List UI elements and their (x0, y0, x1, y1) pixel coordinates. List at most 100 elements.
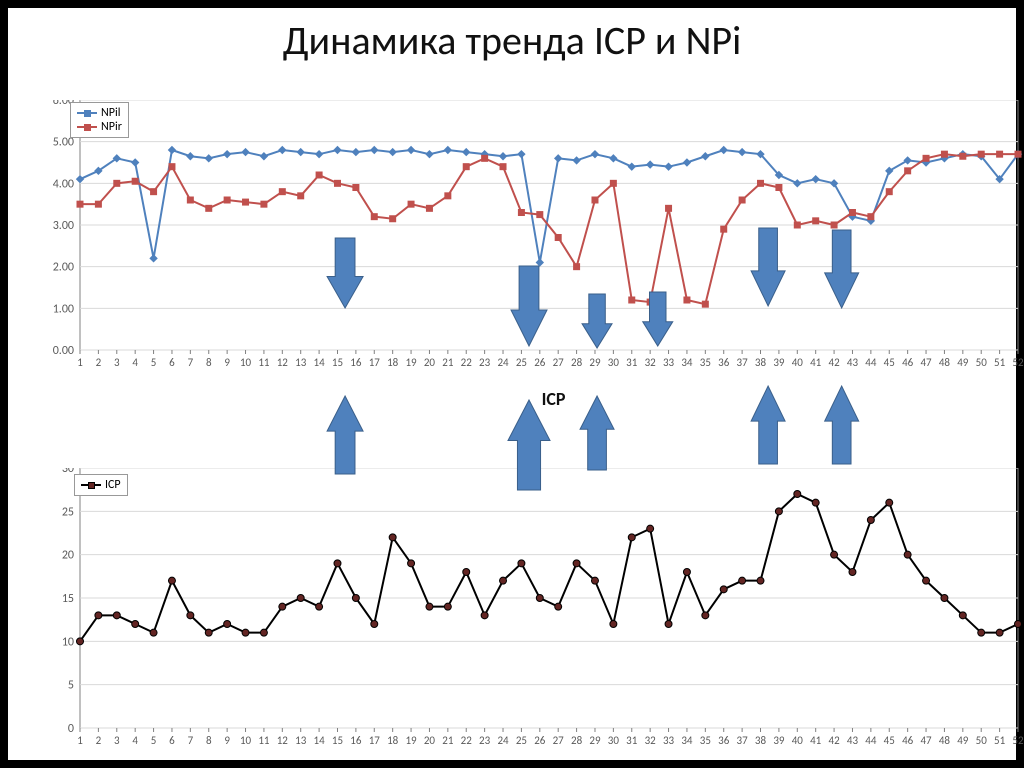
svg-text:3: 3 (114, 734, 120, 747)
svg-text:15: 15 (62, 592, 74, 606)
svg-text:11: 11 (258, 356, 270, 369)
legend-series-label: NPir (101, 120, 122, 134)
legend-series-label: NPil (101, 106, 120, 120)
svg-text:38: 38 (755, 734, 767, 747)
svg-text:36: 36 (718, 734, 730, 747)
svg-text:50: 50 (976, 734, 988, 747)
svg-text:18: 18 (387, 734, 399, 747)
svg-text:23: 23 (479, 356, 491, 369)
svg-text:30: 30 (62, 468, 74, 476)
svg-text:42: 42 (829, 734, 841, 747)
svg-text:13: 13 (295, 734, 307, 747)
svg-text:38: 38 (755, 356, 767, 369)
top-chart-svg: 0.001.002.003.004.005.006.00123456789101… (28, 100, 1024, 390)
svg-text:8: 8 (206, 734, 212, 747)
top-chart: 0.001.002.003.004.005.006.00123456789101… (28, 100, 1024, 390)
svg-text:2: 2 (96, 356, 102, 369)
arrow-up-icon (580, 396, 614, 470)
svg-text:16: 16 (350, 734, 362, 747)
svg-text:16: 16 (350, 356, 362, 369)
svg-text:8: 8 (206, 356, 212, 369)
svg-text:12: 12 (277, 356, 289, 369)
svg-text:19: 19 (405, 356, 417, 369)
svg-text:51: 51 (994, 356, 1006, 369)
slide: Динамика тренда ICP и NPi 0.001.002.003.… (8, 8, 1016, 760)
svg-text:5: 5 (151, 734, 157, 747)
svg-text:25: 25 (516, 734, 527, 747)
svg-text:15: 15 (332, 734, 343, 747)
svg-text:48: 48 (939, 356, 951, 369)
svg-text:24: 24 (497, 356, 509, 369)
arrow-up-icon (751, 386, 785, 464)
svg-text:33: 33 (663, 356, 675, 369)
bottom-chart-svg: 0510152025301234567891011121314151617181… (28, 468, 1024, 768)
svg-text:18: 18 (387, 356, 399, 369)
svg-text:27: 27 (553, 356, 565, 369)
svg-text:32: 32 (645, 356, 657, 369)
svg-text:44: 44 (865, 356, 877, 369)
svg-text:2.00: 2.00 (53, 261, 74, 275)
svg-text:9: 9 (224, 356, 230, 369)
svg-text:42: 42 (829, 356, 841, 369)
svg-text:41: 41 (810, 734, 822, 747)
svg-text:5: 5 (68, 679, 74, 693)
svg-text:24: 24 (497, 734, 509, 747)
svg-text:29: 29 (589, 734, 601, 747)
svg-text:46: 46 (902, 356, 914, 369)
svg-text:7: 7 (188, 356, 194, 369)
svg-text:26: 26 (534, 734, 546, 747)
svg-text:5: 5 (151, 356, 157, 369)
svg-text:34: 34 (681, 734, 693, 747)
svg-text:17: 17 (369, 734, 381, 747)
svg-text:36: 36 (718, 356, 730, 369)
svg-text:30: 30 (608, 734, 620, 747)
svg-text:22: 22 (461, 356, 473, 369)
svg-text:7: 7 (188, 734, 194, 747)
svg-text:35: 35 (700, 734, 711, 747)
svg-text:11: 11 (258, 734, 270, 747)
svg-text:45: 45 (884, 734, 895, 747)
svg-text:43: 43 (847, 356, 859, 369)
svg-text:32: 32 (645, 734, 657, 747)
svg-text:48: 48 (939, 734, 951, 747)
svg-text:49: 49 (957, 356, 969, 369)
svg-text:10: 10 (240, 356, 252, 369)
slide-title: Динамика тренда ICP и NPi (8, 8, 1016, 69)
svg-text:20: 20 (424, 734, 436, 747)
svg-text:47: 47 (920, 734, 932, 747)
svg-text:28: 28 (571, 356, 583, 369)
top-legend: NPilNPir (70, 102, 129, 138)
svg-text:52: 52 (1012, 356, 1024, 369)
svg-text:3.00: 3.00 (53, 219, 74, 233)
svg-text:39: 39 (773, 356, 785, 369)
svg-text:25: 25 (516, 356, 527, 369)
svg-text:27: 27 (553, 734, 565, 747)
svg-text:33: 33 (663, 734, 675, 747)
svg-text:6: 6 (169, 356, 175, 369)
svg-text:23: 23 (479, 734, 491, 747)
svg-text:29: 29 (589, 356, 601, 369)
svg-text:40: 40 (792, 734, 804, 747)
svg-text:30: 30 (608, 356, 620, 369)
svg-text:31: 31 (626, 734, 638, 747)
svg-text:1: 1 (77, 356, 83, 369)
arrow-up-icon (825, 386, 859, 464)
svg-text:2: 2 (96, 734, 102, 747)
svg-text:46: 46 (902, 734, 914, 747)
svg-text:43: 43 (847, 734, 859, 747)
svg-text:22: 22 (461, 734, 473, 747)
svg-text:47: 47 (920, 356, 932, 369)
svg-text:4: 4 (132, 356, 138, 369)
svg-text:3: 3 (114, 356, 120, 369)
svg-text:51: 51 (994, 734, 1006, 747)
svg-text:4.00: 4.00 (53, 177, 74, 191)
svg-text:35: 35 (700, 356, 711, 369)
svg-text:45: 45 (884, 356, 895, 369)
svg-text:40: 40 (792, 356, 804, 369)
svg-text:28: 28 (571, 734, 583, 747)
svg-text:0.00: 0.00 (53, 344, 74, 358)
svg-text:21: 21 (442, 734, 454, 747)
svg-text:37: 37 (737, 356, 749, 369)
svg-text:39: 39 (773, 734, 785, 747)
bottom-chart: 0510152025301234567891011121314151617181… (28, 468, 1024, 768)
